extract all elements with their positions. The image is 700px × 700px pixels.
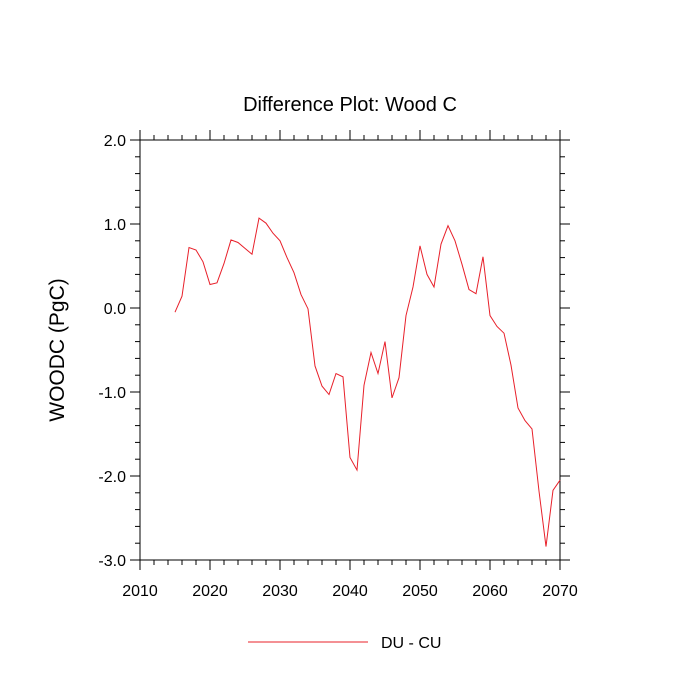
series-line-du-cu [174,217,561,547]
chart-title: Difference Plot: Wood C [243,94,457,116]
y-tick-label: 0.0 [104,301,126,318]
legend-label: DU - CU [381,635,441,652]
x-tick-label: 2050 [402,583,438,600]
x-tick-label: 2040 [332,583,368,600]
y-tick-label: 1.0 [104,217,126,234]
x-tick-label: 2010 [122,583,158,600]
x-tick-label: 2060 [472,583,508,600]
legend: DU - CU [248,635,441,652]
y-tick-label: 2.0 [104,133,126,150]
x-tick-label: 2020 [192,583,228,600]
x-axis: 2010 2020 2030 2040 2050 2060 2070 [122,130,578,600]
x-tick-label: 2070 [542,583,578,600]
y-tick-label: -1.0 [98,385,126,402]
y-tick-label: -2.0 [98,469,126,486]
x-tick-label: 2030 [262,583,298,600]
y-tick-label: -3.0 [98,553,126,570]
y-axis-label: WOODC (PgC) [46,278,69,422]
y-axis: 2.0 1.0 0.0 -1.0 -2.0 -3.0 [98,133,570,570]
plot-frame [139,139,561,561]
